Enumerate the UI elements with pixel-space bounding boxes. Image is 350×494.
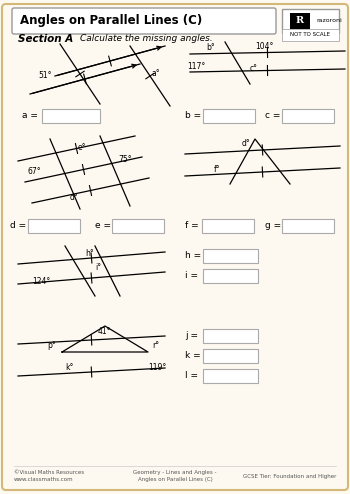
Text: c =: c = (265, 112, 280, 121)
Text: i°: i° (95, 262, 101, 272)
Text: h°: h° (85, 249, 94, 258)
Text: a°: a° (152, 70, 161, 79)
Text: f°: f° (214, 165, 220, 173)
Bar (203, 329, 258, 343)
Bar (203, 249, 258, 263)
Text: 51°: 51° (38, 72, 51, 81)
Text: k =: k = (185, 352, 201, 361)
Text: l =: l = (185, 371, 198, 380)
Text: razoroni: razoroni (316, 18, 342, 24)
Text: p°: p° (47, 341, 56, 351)
Text: 104°: 104° (255, 42, 273, 51)
Text: 117°: 117° (187, 63, 205, 72)
Text: Section A: Section A (18, 34, 73, 44)
Text: NOT TO SCALE: NOT TO SCALE (290, 33, 330, 38)
Text: ©Visual Maths Resources
www.classmaths.com: ©Visual Maths Resources www.classmaths.c… (14, 470, 84, 482)
Bar (282, 219, 334, 233)
Text: h =: h = (185, 251, 201, 260)
Bar (42, 109, 100, 123)
Text: 67°: 67° (27, 167, 41, 176)
FancyBboxPatch shape (2, 4, 348, 490)
Text: b°: b° (206, 43, 215, 52)
FancyBboxPatch shape (12, 8, 276, 34)
FancyBboxPatch shape (282, 29, 339, 41)
Text: k°: k° (65, 364, 74, 372)
Text: e°: e° (78, 143, 86, 153)
Text: i =: i = (185, 272, 198, 281)
Text: 124°: 124° (32, 277, 50, 286)
Bar (203, 349, 258, 363)
Bar (282, 109, 334, 123)
Text: Geometry - Lines and Angles -
Angles on Parallel Lines (C): Geometry - Lines and Angles - Angles on … (133, 470, 217, 482)
Bar (112, 219, 164, 233)
Text: 119°: 119° (148, 364, 166, 372)
Text: 41°: 41° (97, 327, 111, 335)
Text: b =: b = (185, 112, 201, 121)
Bar (28, 219, 80, 233)
Text: e =: e = (95, 221, 111, 231)
Bar (203, 369, 258, 383)
Text: f =: f = (185, 221, 199, 231)
Text: g =: g = (265, 221, 281, 231)
Text: a =: a = (22, 112, 38, 121)
Text: R: R (296, 16, 304, 26)
Text: 75°: 75° (118, 155, 132, 164)
Bar (290, 13, 310, 29)
FancyBboxPatch shape (282, 9, 339, 33)
Text: Angles on Parallel Lines (C): Angles on Parallel Lines (C) (20, 14, 202, 28)
Text: Calculate the missing angles.: Calculate the missing angles. (80, 35, 213, 43)
Text: d =: d = (10, 221, 26, 231)
Text: r°: r° (152, 341, 159, 351)
Text: j =: j = (185, 331, 198, 340)
Text: d°: d° (70, 194, 79, 203)
Text: GCSE Tier: Foundation and Higher: GCSE Tier: Foundation and Higher (243, 474, 336, 479)
Bar (203, 269, 258, 283)
Bar (202, 219, 254, 233)
Bar (203, 109, 255, 123)
Text: c°: c° (250, 65, 258, 74)
Text: d°: d° (241, 139, 250, 149)
